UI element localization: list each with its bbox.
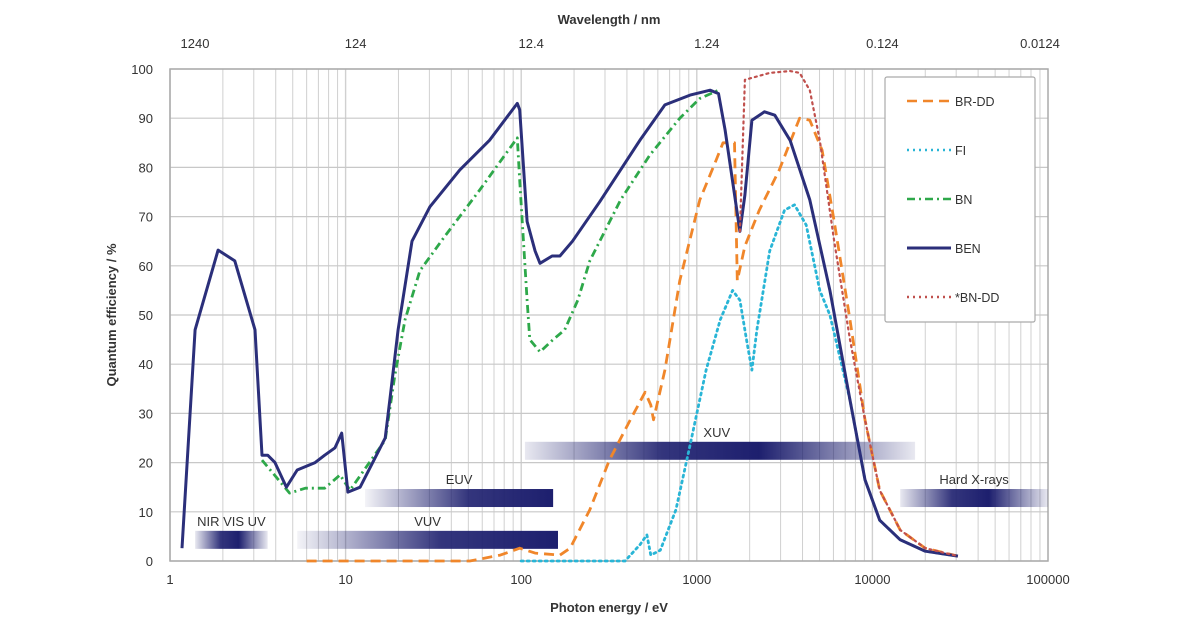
y-tick-label: 10 xyxy=(139,505,153,520)
x-tick-label: 100000 xyxy=(1026,572,1069,587)
x-tick-label: 10 xyxy=(338,572,352,587)
y-tick-label: 20 xyxy=(139,456,153,471)
x2-tick-label: 0.0124 xyxy=(1020,36,1060,51)
series-lines xyxy=(180,69,960,563)
legend: BR-DD FI BN BEN *BN-DD xyxy=(884,76,1036,323)
band-label: Hard X-rays xyxy=(939,472,1009,487)
band-label: VUV xyxy=(414,514,441,529)
series-line-bn-dd xyxy=(738,69,959,558)
x2-tick-label: 12.4 xyxy=(519,36,544,51)
x-tick-label: 1 xyxy=(166,572,173,587)
series-line-bn xyxy=(260,88,720,495)
legend-label: FI xyxy=(955,144,966,158)
band-label: NIR VIS UV xyxy=(197,514,266,529)
series-line-ben xyxy=(180,88,959,558)
x-tick-label: 10000 xyxy=(854,572,890,587)
legend-label: *BN-DD xyxy=(955,291,999,305)
band-hard-x-rays xyxy=(900,489,1048,508)
band-xuv xyxy=(524,441,916,460)
band-label: EUV xyxy=(446,472,473,487)
legend-label: BN xyxy=(955,193,972,207)
x2-tick-label: 0.124 xyxy=(866,36,899,51)
y-tick-label: 0 xyxy=(146,554,153,569)
y-tick-label: 70 xyxy=(139,210,153,225)
band-vuv xyxy=(297,530,558,549)
grid: 0 10 20 30 40 50 60 70 80 90 100 1 1240 10 124 100 12.4 1… xyxy=(131,36,1069,587)
x2-tick-label: 1240 xyxy=(181,36,210,51)
x-tick-label: 1000 xyxy=(682,572,711,587)
y-tick-label: 90 xyxy=(139,111,153,126)
band-label: XUV xyxy=(703,425,730,440)
y-tick-label: 30 xyxy=(139,406,153,421)
band-euv xyxy=(365,489,554,508)
x2-tick-label: 124 xyxy=(345,36,367,51)
series-line-br-dd xyxy=(306,116,959,563)
axes: Photon energy / eV Wavelength / nm Quant… xyxy=(104,12,668,615)
y-tick-label: 60 xyxy=(139,259,153,274)
y-tick-label: 100 xyxy=(131,62,153,77)
x-axis-label: Photon energy / eV xyxy=(550,600,668,615)
y-axis-label: Quantum efficiency / % xyxy=(104,243,119,386)
x2-tick-label: 1.24 xyxy=(694,36,719,51)
x-tick-label: 100 xyxy=(510,572,532,587)
y-tick-label: 40 xyxy=(139,357,153,372)
legend-label: BR-DD xyxy=(955,95,995,109)
band-nir-vis-uv xyxy=(195,530,268,549)
y-tick-label: 80 xyxy=(139,160,153,175)
plot-frame xyxy=(169,68,1049,562)
x2-axis-label: Wavelength / nm xyxy=(558,12,661,27)
spectral-bands: NIR VIS UV VUV EUV XUV Hard X-rays xyxy=(195,425,1048,549)
legend-label: BEN xyxy=(955,242,981,256)
y-tick-label: 50 xyxy=(139,308,153,323)
